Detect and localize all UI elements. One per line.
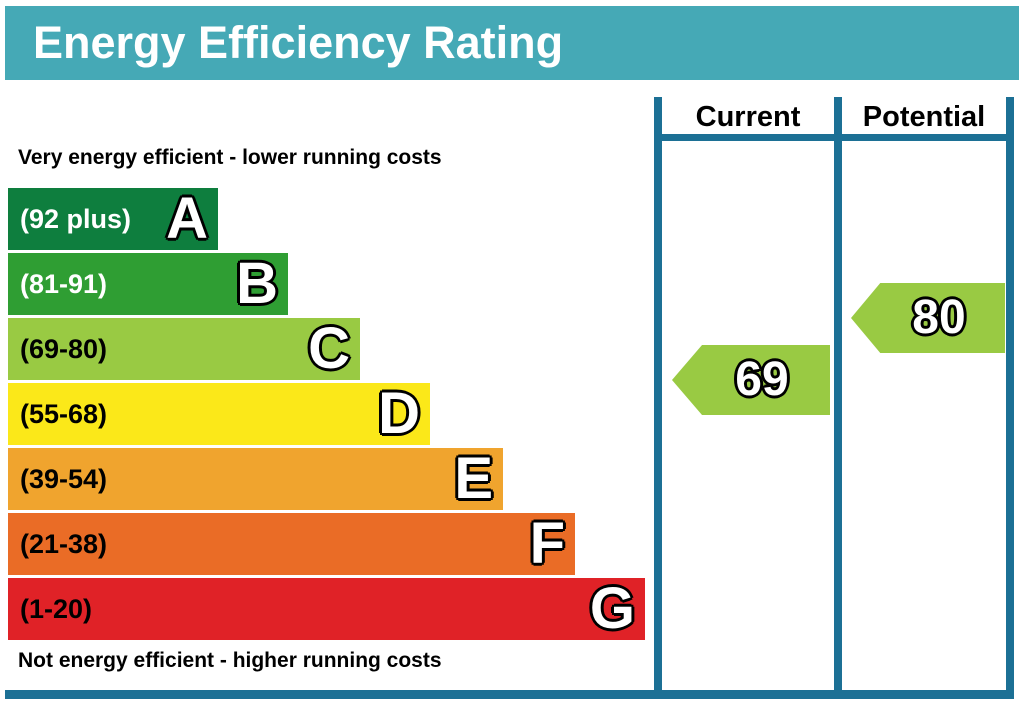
band-grade-letter: D: [378, 381, 420, 446]
current-rating-value: 69: [735, 353, 789, 406]
band-g: (1-20) G: [8, 578, 645, 640]
top-caption: Very energy efficient - lower running co…: [18, 146, 442, 169]
band-d: (55-68) D: [8, 383, 430, 445]
band-grade-letter: E: [454, 446, 493, 511]
band-range-label: (1-20): [20, 593, 93, 624]
rating-bands: (92 plus) A (81-91) B (69-80) C (55-68) D (39-54…: [8, 188, 658, 643]
divider-left: [654, 97, 662, 697]
band-b: (81-91) B: [8, 253, 288, 315]
band-range-label: (39-54): [20, 463, 108, 494]
header-bar: Energy Efficiency Rating: [5, 6, 1019, 80]
bottom-caption: Not energy efficient - higher running co…: [18, 649, 442, 672]
band-grade-letter: A: [166, 186, 208, 251]
band-a: (92 plus) A: [8, 188, 218, 250]
band-grade-letter: F: [529, 511, 565, 576]
band-c: (69-80) C: [8, 318, 360, 380]
band-grade-letter: C: [308, 316, 350, 381]
table-bottom-border: [5, 690, 1014, 699]
current-rating-arrow: 69: [672, 345, 830, 415]
band-range-label: (55-68): [20, 398, 108, 429]
page-title: Energy Efficiency Rating: [33, 17, 564, 68]
band-f: (21-38) F: [8, 513, 575, 575]
band-range-label: (81-91): [20, 268, 108, 299]
potential-column-header: Potential: [862, 100, 986, 133]
band-range-label: (21-38): [20, 528, 108, 559]
divider-right: [1006, 97, 1014, 697]
current-column-header: Current: [695, 100, 801, 133]
band-range-label: (69-80): [20, 333, 108, 364]
band-range-label: (92 plus): [20, 203, 132, 234]
band-e: (39-54) E: [8, 448, 503, 510]
potential-rating-value: 80: [912, 291, 966, 344]
column-header-underline: [654, 134, 1014, 141]
band-grade-letter: G: [589, 576, 635, 641]
divider-middle: [834, 97, 842, 697]
band-grade-letter: B: [236, 251, 278, 316]
potential-rating-arrow: 80: [851, 283, 1005, 353]
